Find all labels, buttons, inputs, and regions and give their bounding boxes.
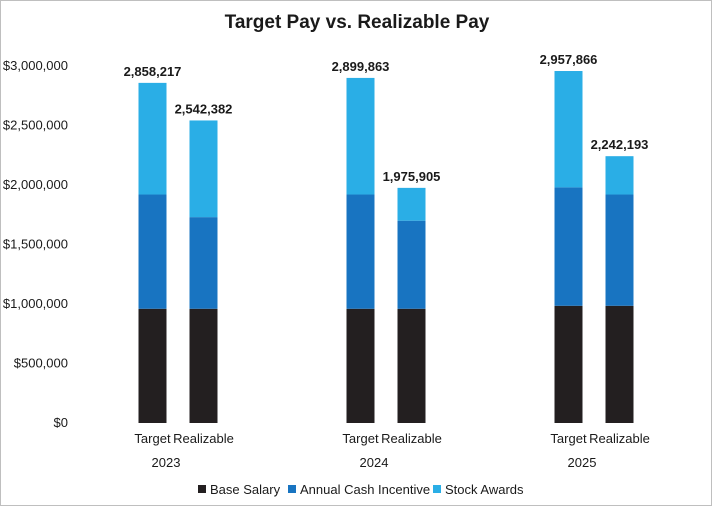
bar-segment-annual-cash-incentive <box>605 194 634 306</box>
legend: Base Salary Annual Cash Incentive Stock Aw… <box>198 482 524 497</box>
bar-total-label: 2,542,382 <box>175 101 233 116</box>
bar-segment-stock-awards <box>189 120 218 218</box>
x-tick-label: Target <box>342 431 379 446</box>
legend-label: Annual Cash Incentive <box>300 482 430 497</box>
y-tick-label: $2,500,000 <box>3 118 68 133</box>
y-tick-label: $500,000 <box>14 356 68 371</box>
bar-segment-base-salary <box>397 308 426 423</box>
bar-segment-annual-cash-incentive <box>346 194 375 309</box>
bar-segment-base-salary <box>605 305 634 423</box>
x-group-label: 2025 <box>568 455 597 470</box>
bar-total-label: 1,975,905 <box>383 169 441 184</box>
y-tick-label: $2,000,000 <box>3 177 68 192</box>
x-tick-label: Realizable <box>589 431 650 446</box>
x-group-label: 2023 <box>152 455 181 470</box>
chart-title: Target Pay vs. Realizable Pay <box>225 12 490 33</box>
legend-swatch <box>288 485 296 493</box>
bar-segment-stock-awards <box>397 187 426 221</box>
legend-label: Stock Awards <box>445 482 524 497</box>
y-tick-label: $1,000,000 <box>3 296 68 311</box>
bar-total-label: 2,957,866 <box>540 52 598 67</box>
legend-swatch <box>198 485 206 493</box>
bar-total-label: 2,242,193 <box>591 137 649 152</box>
bar-total-label: 2,899,863 <box>332 59 390 74</box>
x-tick-label: Target <box>134 431 171 446</box>
bar-segment-annual-cash-incentive <box>138 194 167 309</box>
bar-segment-stock-awards <box>346 77 375 195</box>
x-tick-label: Realizable <box>381 431 442 446</box>
x-group-label: 2024 <box>360 455 389 470</box>
bar-total-label: 2,858,217 <box>124 64 182 79</box>
bar-segment-base-salary <box>554 305 583 423</box>
bar-segment-base-salary <box>346 308 375 423</box>
bar-segment-stock-awards <box>138 82 167 195</box>
bar-totals: 2,858,217 2,542,382 2,899,863 1,975,905 2,95… <box>124 52 649 184</box>
bars <box>138 71 634 423</box>
y-tick-label: $3,000,000 <box>3 58 68 73</box>
y-tick-label: $0 <box>54 415 68 430</box>
bar-segment-stock-awards <box>605 156 634 195</box>
bar-segment-base-salary <box>189 308 218 423</box>
bar-segment-annual-cash-incentive <box>397 220 426 309</box>
bar-segment-stock-awards <box>554 71 583 188</box>
y-tick-label: $1,500,000 <box>3 237 68 252</box>
legend-swatch <box>433 485 441 493</box>
x-tick-label: Target <box>550 431 587 446</box>
legend-label: Base Salary <box>210 482 281 497</box>
bar-segment-annual-cash-incentive <box>189 217 218 309</box>
x-tick-label: Realizable <box>173 431 234 446</box>
bar-segment-annual-cash-incentive <box>554 187 583 306</box>
y-axis: $0 $500,000 $1,000,000 $1,500,000 $2,000,000… <box>3 58 68 430</box>
bar-segment-base-salary <box>138 308 167 423</box>
